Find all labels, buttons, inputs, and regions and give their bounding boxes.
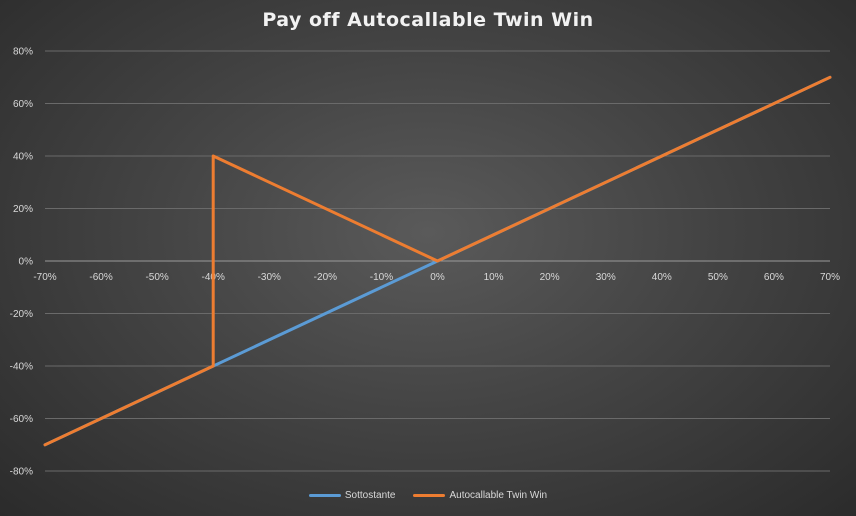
y-tick-label: 0%: [19, 257, 34, 268]
y-tick-label: -80%: [10, 467, 33, 478]
legend-label-autocallable: Autocallable Twin Win: [449, 490, 548, 501]
chart-title: Pay off Autocallable Twin Win: [262, 9, 594, 31]
y-tick-label: -60%: [10, 414, 33, 425]
y-tick-label: 80%: [13, 47, 33, 58]
legend: Sottostante Autocallable Twin Win: [0, 490, 856, 501]
x-tick-label: -70%: [33, 272, 56, 283]
y-tick-label: -20%: [10, 309, 33, 320]
x-tick-label: 10%: [484, 272, 504, 283]
x-tick-label: -60%: [89, 272, 112, 283]
x-tick-label: 50%: [708, 272, 728, 283]
y-tick-label: 20%: [13, 204, 33, 215]
legend-swatch-sottostante: [308, 494, 341, 497]
x-tick-label: 30%: [596, 272, 616, 283]
y-tick-label: 40%: [13, 152, 33, 163]
series-line-autocallable-twin-win: [43, 75, 832, 447]
x-tick-label: -10%: [370, 272, 393, 283]
legend-label-sottostante: Sottostante: [344, 490, 396, 501]
x-tick-label: -20%: [314, 272, 337, 283]
x-tick-label: -50%: [145, 272, 168, 283]
x-tick-label: 0%: [430, 272, 445, 283]
x-tick-label: 20%: [540, 272, 560, 283]
x-tick-label: -30%: [258, 272, 281, 283]
legend-item-autocallable: Autocallable Twin Win: [413, 490, 547, 501]
y-tick-label: 60%: [13, 99, 33, 110]
x-tick-label: 70%: [820, 272, 840, 283]
legend-item-sottostante: Sottostante: [308, 490, 396, 501]
x-tick-label: 40%: [652, 272, 672, 283]
x-tick-label: 60%: [764, 272, 784, 283]
y-tick-label: -40%: [10, 362, 33, 373]
legend-swatch-autocallable: [413, 494, 446, 497]
